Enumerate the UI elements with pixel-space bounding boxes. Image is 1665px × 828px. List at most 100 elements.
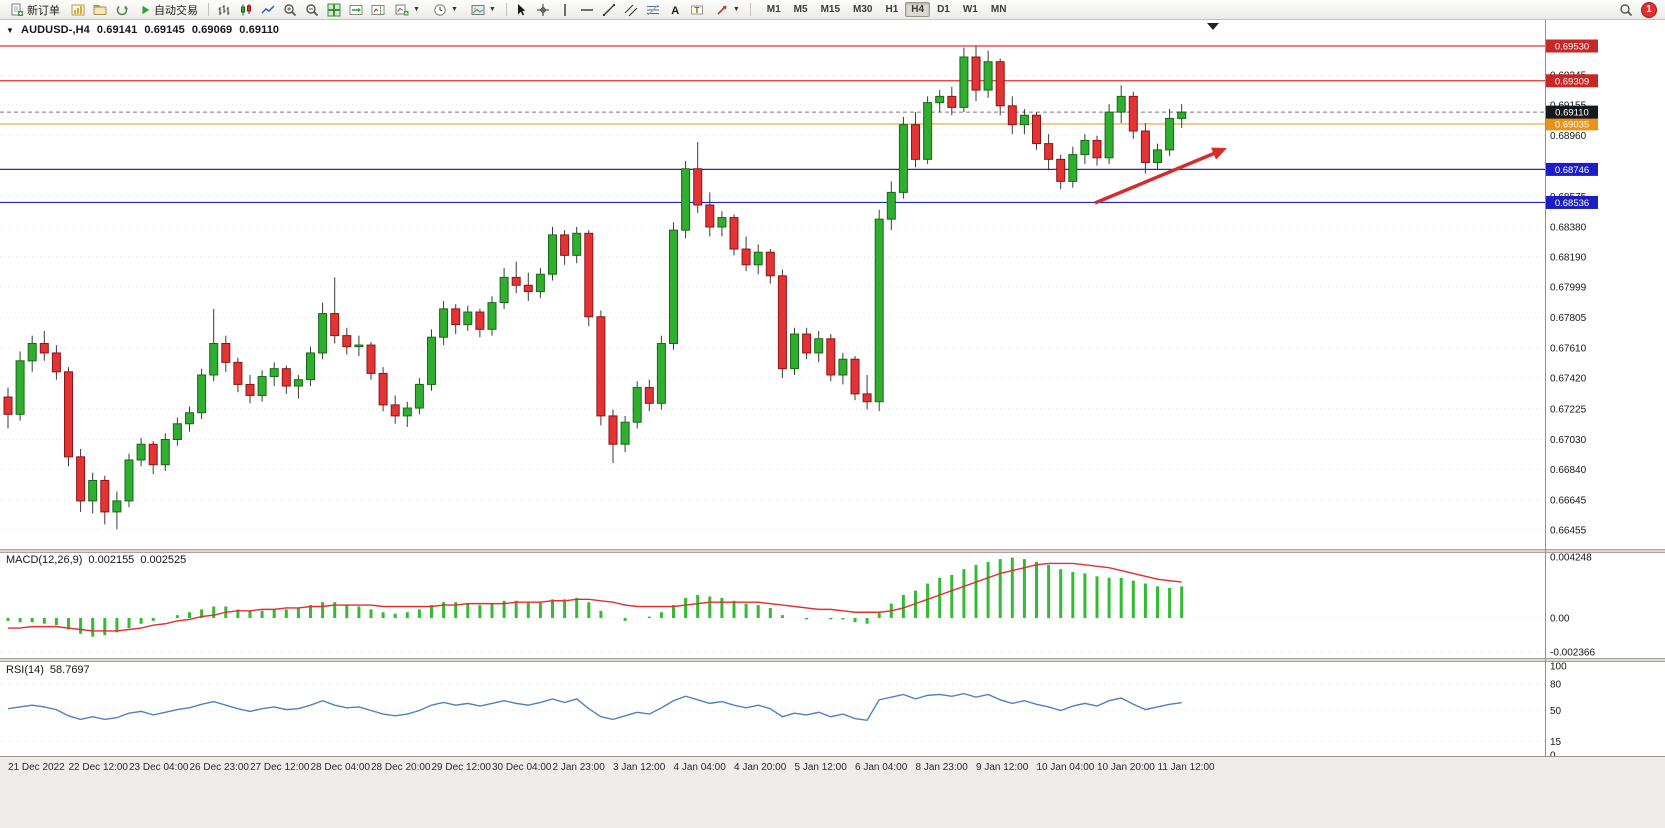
candle [535,273,545,293]
fibonacci-tool-button[interactable] [643,1,664,18]
rsi-name: RSI(14) [6,664,44,676]
candle [1092,139,1102,159]
bars-chart-button[interactable] [213,1,234,18]
candle [911,124,920,160]
candle [669,229,678,344]
trend-arrow-annotation[interactable] [1094,147,1227,205]
tile-windows-icon [327,3,340,16]
svg-text:4 Jan 20:00: 4 Jan 20:00 [734,762,787,773]
rsi-line [7,692,1182,722]
candle [1032,114,1041,145]
candle [814,338,824,354]
cursor-icon [518,3,526,15]
candle [802,333,812,354]
profiles-button[interactable] [89,1,110,18]
candle [197,374,207,414]
candle [233,361,243,385]
svg-text:0.66840: 0.66840 [1550,465,1587,476]
svg-text:23 Dec 04:00: 23 Dec 04:00 [129,762,189,773]
timeframe-m5-button[interactable]: M5 [788,2,814,17]
macd-indicator-label: MACD(12,26,9) 0.002155 0.002525 [6,554,186,566]
svg-text:0.67030: 0.67030 [1550,435,1587,446]
auto-trading-label: 自动交易 [154,4,198,17]
cursor-tool-button[interactable] [511,1,532,18]
candle [644,387,654,404]
timeframe-w1-button[interactable]: W1 [957,2,984,17]
panel-separator[interactable] [0,658,1665,662]
line-chart-button[interactable] [257,1,278,18]
candle [136,443,146,461]
chart-shift-marker-icon[interactable] [1207,23,1219,30]
candle [947,95,957,108]
arrows-dropdown[interactable]: ▼ [709,1,746,18]
periods-dropdown[interactable]: ▼ [427,1,464,18]
candle [245,383,255,396]
timeframe-d1-button[interactable]: D1 [931,2,956,17]
candle [777,275,787,370]
candle [281,368,291,387]
zoom-out-button[interactable] [301,1,322,18]
candle [632,387,642,423]
timeframe-m30-button[interactable]: M30 [847,2,878,17]
candles-layer [3,46,1187,530]
candle [390,404,400,417]
tile-windows-button[interactable] [323,1,344,18]
panel-separator[interactable] [0,549,1665,553]
candle [366,344,376,374]
candle [560,234,570,256]
template-image-icon [471,4,485,15]
zoom-in-icon [283,3,296,16]
timeframe-h4-button[interactable]: H4 [905,2,931,17]
new-order-button[interactable]: 新订单 [4,1,66,18]
candle [741,248,751,266]
templates-dropdown[interactable]: ▼ [465,1,502,18]
chart-shift-button[interactable] [367,1,388,18]
channel-tool-button[interactable] [621,1,642,18]
svg-text:0.67420: 0.67420 [1550,374,1587,385]
label-tool-button[interactable]: T [687,1,708,18]
candle [523,284,533,293]
chart-background [0,20,1665,756]
candle [1068,154,1078,182]
candle [27,342,37,362]
svg-text:0.68190: 0.68190 [1550,252,1587,263]
timeframe-mn-button[interactable]: MN [985,2,1013,17]
candle [548,234,557,275]
search-button[interactable] [1615,1,1636,18]
trendline-tool-button[interactable] [599,1,620,18]
crosshair-tool-button[interactable] [533,1,554,18]
svg-text:100: 100 [1550,662,1567,673]
candle [185,412,194,425]
new-order-icon [11,3,23,16]
svg-text:26 Dec 23:00: 26 Dec 23:00 [190,762,250,773]
candle [898,124,908,193]
candlestick-chart-button[interactable] [235,1,256,18]
candle [753,251,763,266]
vertical-line-tool-button[interactable] [555,1,576,18]
auto-trading-button[interactable]: 自动交易 [133,1,204,18]
charts-toolbar-button[interactable] [67,1,88,18]
current-price-badge: 0.69110 [1546,105,1598,119]
notification-badge[interactable]: 1 [1641,1,1657,18]
text-label-icon: T [691,5,704,14]
new-chart-dropdown[interactable]: ▼ [389,1,426,18]
chart-canvas[interactable]: 0.693450.691550.689600.685750.683800.681… [0,20,1665,828]
text-tool-button[interactable]: A [665,1,686,18]
refresh-button[interactable] [111,1,132,18]
symbol-expand-caret-icon[interactable]: ▼ [6,25,15,35]
channel-icon [624,4,638,16]
macd-signal-line [8,562,1182,632]
horizontal-line-tool-button[interactable] [577,1,598,18]
zoom-in-button[interactable] [279,1,300,18]
svg-text:0.68746: 0.68746 [1555,165,1589,176]
timeframe-m1-button[interactable]: M1 [761,2,787,17]
trendline-icon [603,3,616,16]
candle [935,95,945,104]
ohlc-close: 0.69110 [239,24,280,36]
crosshair-icon [537,3,550,16]
auto-scroll-button[interactable] [345,1,366,18]
candle [209,342,219,376]
svg-text:0.68960: 0.68960 [1550,131,1587,142]
timeframe-h1-button[interactable]: H1 [879,2,904,17]
timeframe-m15-button[interactable]: M15 [815,2,846,17]
